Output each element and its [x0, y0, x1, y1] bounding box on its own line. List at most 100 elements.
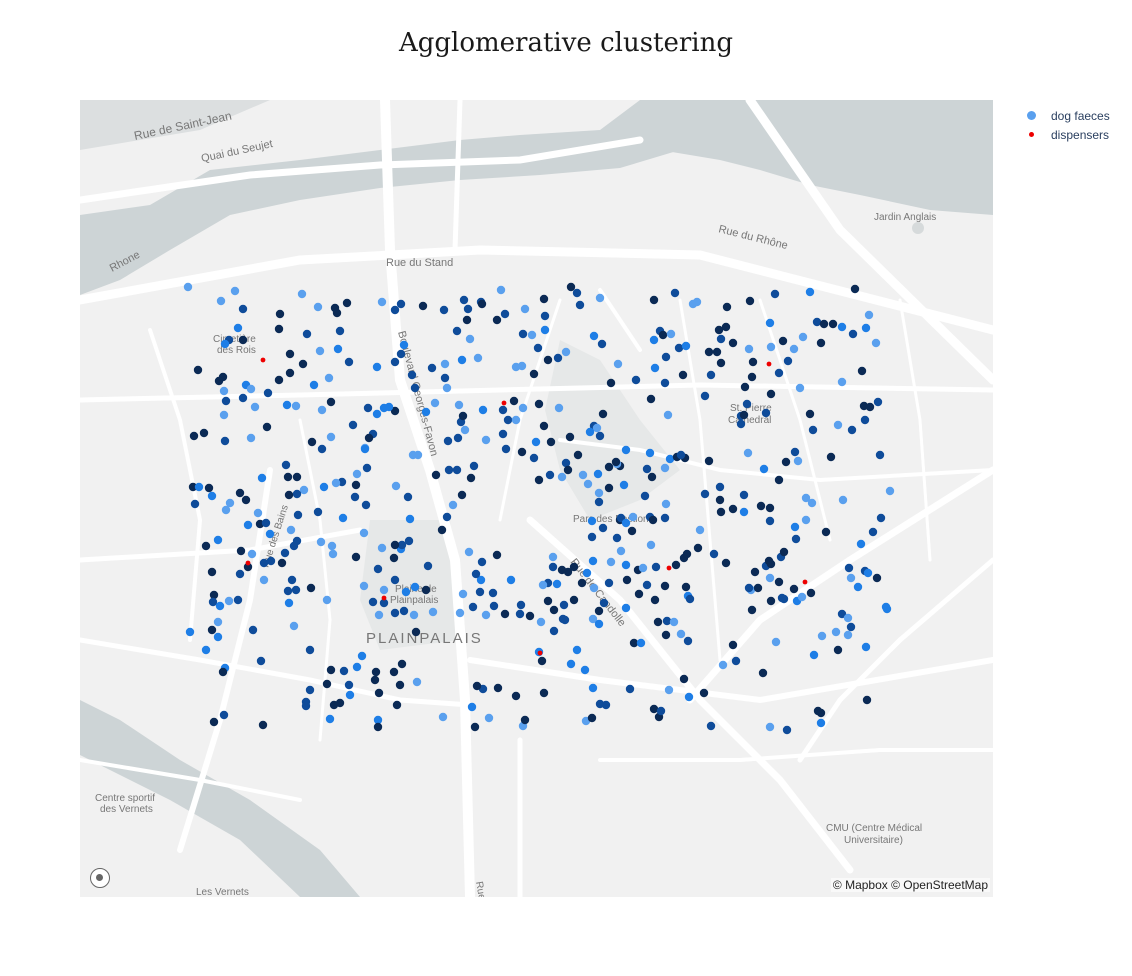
dog-faeces-point[interactable]	[682, 549, 692, 559]
dog-faeces-point[interactable]	[646, 394, 656, 404]
dog-faeces-point[interactable]	[317, 444, 327, 454]
dog-faeces-point[interactable]	[577, 578, 587, 588]
dog-faeces-point[interactable]	[850, 284, 860, 294]
dog-faeces-point[interactable]	[457, 490, 467, 500]
dog-faeces-point[interactable]	[301, 701, 311, 711]
dog-faeces-point[interactable]	[233, 323, 243, 333]
dog-faeces-point[interactable]	[389, 667, 399, 677]
dog-faeces-point[interactable]	[209, 717, 219, 727]
dog-faeces-point[interactable]	[362, 463, 372, 473]
dog-faeces-point[interactable]	[297, 289, 307, 299]
dog-faeces-point[interactable]	[862, 695, 872, 705]
dog-faeces-point[interactable]	[201, 645, 211, 655]
dog-faeces-point[interactable]	[777, 593, 787, 603]
dog-faeces-point[interactable]	[864, 310, 874, 320]
dog-faeces-point[interactable]	[236, 546, 246, 556]
dog-faeces-point[interactable]	[527, 330, 537, 340]
dog-faeces-point[interactable]	[566, 659, 576, 669]
dog-faeces-point[interactable]	[801, 515, 811, 525]
map-attribution[interactable]: © Mapbox © OpenStreetMap	[830, 878, 990, 892]
dog-faeces-point[interactable]	[671, 560, 681, 570]
dog-faeces-point[interactable]	[563, 567, 573, 577]
dog-faeces-point[interactable]	[390, 540, 400, 550]
dog-faeces-point[interactable]	[392, 700, 402, 710]
dog-faeces-point[interactable]	[439, 305, 449, 315]
dog-faeces-point[interactable]	[750, 567, 760, 577]
dog-faeces-point[interactable]	[806, 588, 816, 598]
dog-faeces-point[interactable]	[816, 718, 826, 728]
dog-faeces-point[interactable]	[540, 311, 550, 321]
dog-faeces-point[interactable]	[578, 470, 588, 480]
dog-faeces-point[interactable]	[472, 681, 482, 691]
dog-faeces-point[interactable]	[665, 454, 675, 464]
dog-faeces-point[interactable]	[529, 453, 539, 463]
dog-faeces-point[interactable]	[817, 631, 827, 641]
dog-faeces-point[interactable]	[458, 589, 468, 599]
dog-faeces-point[interactable]	[500, 609, 510, 619]
dog-faeces-point[interactable]	[782, 725, 792, 735]
dog-faeces-point[interactable]	[359, 581, 369, 591]
dog-faeces-point[interactable]	[739, 410, 749, 420]
dog-faeces-point[interactable]	[692, 297, 702, 307]
dog-faeces-point[interactable]	[373, 722, 383, 732]
dog-faeces-point[interactable]	[243, 562, 253, 572]
dog-faeces-point[interactable]	[816, 708, 826, 718]
dog-faeces-point[interactable]	[549, 605, 559, 615]
dog-faeces-point[interactable]	[299, 485, 309, 495]
dog-faeces-point[interactable]	[421, 585, 431, 595]
dog-faeces-point[interactable]	[188, 482, 198, 492]
dog-faeces-point[interactable]	[459, 295, 469, 305]
dog-faeces-point[interactable]	[597, 339, 607, 349]
dog-faeces-point[interactable]	[213, 535, 223, 545]
dog-faeces-point[interactable]	[685, 594, 695, 604]
dog-faeces-point[interactable]	[183, 282, 193, 292]
dog-faeces-point[interactable]	[789, 584, 799, 594]
dog-faeces-point[interactable]	[756, 501, 766, 511]
dog-faeces-point[interactable]	[589, 583, 599, 593]
dog-faeces-point[interactable]	[592, 423, 602, 433]
dog-faeces-point[interactable]	[801, 493, 811, 503]
dog-faeces-point[interactable]	[368, 597, 378, 607]
dog-faeces-point[interactable]	[326, 432, 336, 442]
dog-faeces-point[interactable]	[372, 362, 382, 372]
dog-faeces-point[interactable]	[410, 582, 420, 592]
dog-faeces-point[interactable]	[306, 583, 316, 593]
dog-faeces-point[interactable]	[638, 563, 648, 573]
dog-faeces-point[interactable]	[861, 323, 871, 333]
dog-faeces-point[interactable]	[693, 543, 703, 553]
dog-faeces-point[interactable]	[437, 525, 447, 535]
dog-faeces-point[interactable]	[681, 582, 691, 592]
dog-faeces-point[interactable]	[201, 541, 211, 551]
dog-faeces-point[interactable]	[427, 363, 437, 373]
dog-faeces-point[interactable]	[747, 605, 757, 615]
dog-faeces-point[interactable]	[452, 326, 462, 336]
dog-faeces-point[interactable]	[676, 450, 686, 460]
dog-faeces-point[interactable]	[326, 397, 336, 407]
dog-faeces-point[interactable]	[285, 368, 295, 378]
dog-faeces-point[interactable]	[611, 457, 621, 467]
dog-faeces-point[interactable]	[399, 340, 409, 350]
dog-faeces-point[interactable]	[742, 399, 752, 409]
dog-faeces-point[interactable]	[534, 399, 544, 409]
dog-faeces-point[interactable]	[604, 483, 614, 493]
dog-faeces-point[interactable]	[679, 674, 689, 684]
dog-faeces-point[interactable]	[619, 480, 629, 490]
dog-faeces-point[interactable]	[558, 614, 568, 624]
dog-faeces-point[interactable]	[305, 645, 315, 655]
dog-faeces-point[interactable]	[322, 679, 332, 689]
dog-faeces-point[interactable]	[248, 625, 258, 635]
dog-faeces-point[interactable]	[704, 347, 714, 357]
dog-faeces-point[interactable]	[207, 567, 217, 577]
dog-faeces-point[interactable]	[585, 427, 595, 437]
dog-faeces-point[interactable]	[598, 409, 608, 419]
dog-faeces-point[interactable]	[666, 329, 676, 339]
dog-faeces-point[interactable]	[876, 513, 886, 523]
dog-faeces-point[interactable]	[292, 472, 302, 482]
dog-faeces-point[interactable]	[518, 329, 528, 339]
dog-faeces-point[interactable]	[642, 464, 652, 474]
dog-faeces-point[interactable]	[489, 601, 499, 611]
dog-faeces-point[interactable]	[351, 552, 361, 562]
dog-faeces-point[interactable]	[885, 486, 895, 496]
dog-faeces-point[interactable]	[525, 611, 535, 621]
dog-faeces-point[interactable]	[816, 338, 826, 348]
